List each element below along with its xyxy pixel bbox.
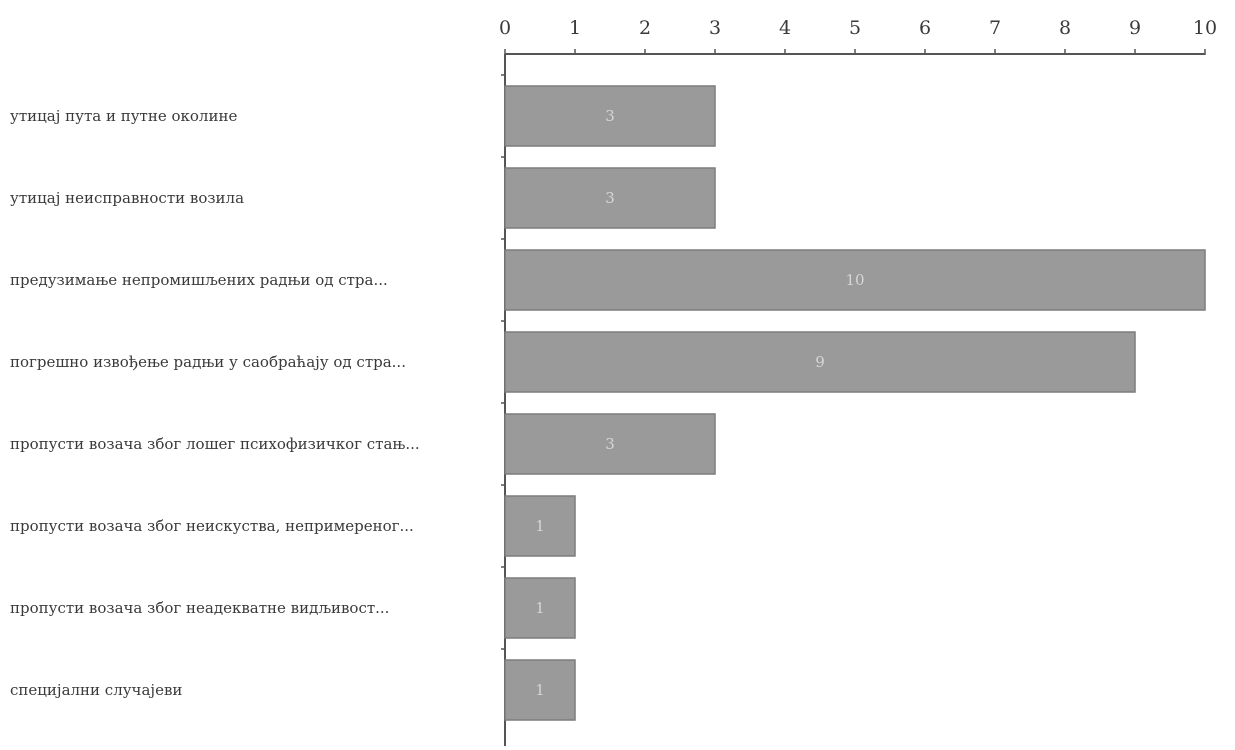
bar bbox=[504, 659, 576, 721]
x-tick-label: 10 bbox=[1193, 17, 1217, 39]
bar-value-label: 10 bbox=[845, 271, 864, 289]
bar-value-label: 9 bbox=[815, 353, 825, 371]
bar bbox=[504, 577, 576, 639]
x-tick-label: 3 bbox=[709, 17, 721, 39]
x-tick-label: 0 bbox=[499, 17, 511, 39]
x-tick-label: 4 bbox=[779, 17, 791, 39]
bar-value-label: 1 bbox=[535, 517, 545, 535]
category-label: предузимање непромишљених радњи од стра.… bbox=[10, 271, 388, 289]
x-tick-label: 5 bbox=[849, 17, 861, 39]
category-label: пропусти возача због неадекватне видљиво… bbox=[10, 599, 389, 617]
bar-value-label: 3 bbox=[605, 435, 615, 453]
bar bbox=[504, 495, 576, 557]
category-label: утицај пута и путне околине bbox=[10, 107, 237, 125]
category-label: утицај неисправности возила bbox=[10, 189, 244, 207]
category-label: пропусти возача због неискуства, неприме… bbox=[10, 517, 414, 535]
bar-value-label: 1 bbox=[535, 681, 545, 699]
category-label: погрешно извођење радњи у саобраћају од … bbox=[10, 353, 406, 371]
x-tick-label: 8 bbox=[1059, 17, 1071, 39]
bar-value-label: 1 bbox=[535, 599, 545, 617]
bar bbox=[504, 167, 716, 229]
x-tick-label: 2 bbox=[639, 17, 651, 39]
x-tick-label: 7 bbox=[989, 17, 1001, 39]
x-tick-label: 6 bbox=[919, 17, 931, 39]
bar bbox=[504, 331, 1136, 393]
bar-value-label: 3 bbox=[605, 107, 615, 125]
x-tick-label: 9 bbox=[1129, 17, 1141, 39]
bar-value-label: 3 bbox=[605, 189, 615, 207]
bar bbox=[504, 85, 716, 147]
category-label: специјални случајеви bbox=[10, 681, 182, 699]
category-label: пропусти возача због лошег психофизичког… bbox=[10, 435, 420, 453]
bar bbox=[504, 249, 1206, 311]
x-tick-label: 1 bbox=[569, 17, 581, 39]
bar bbox=[504, 413, 716, 475]
